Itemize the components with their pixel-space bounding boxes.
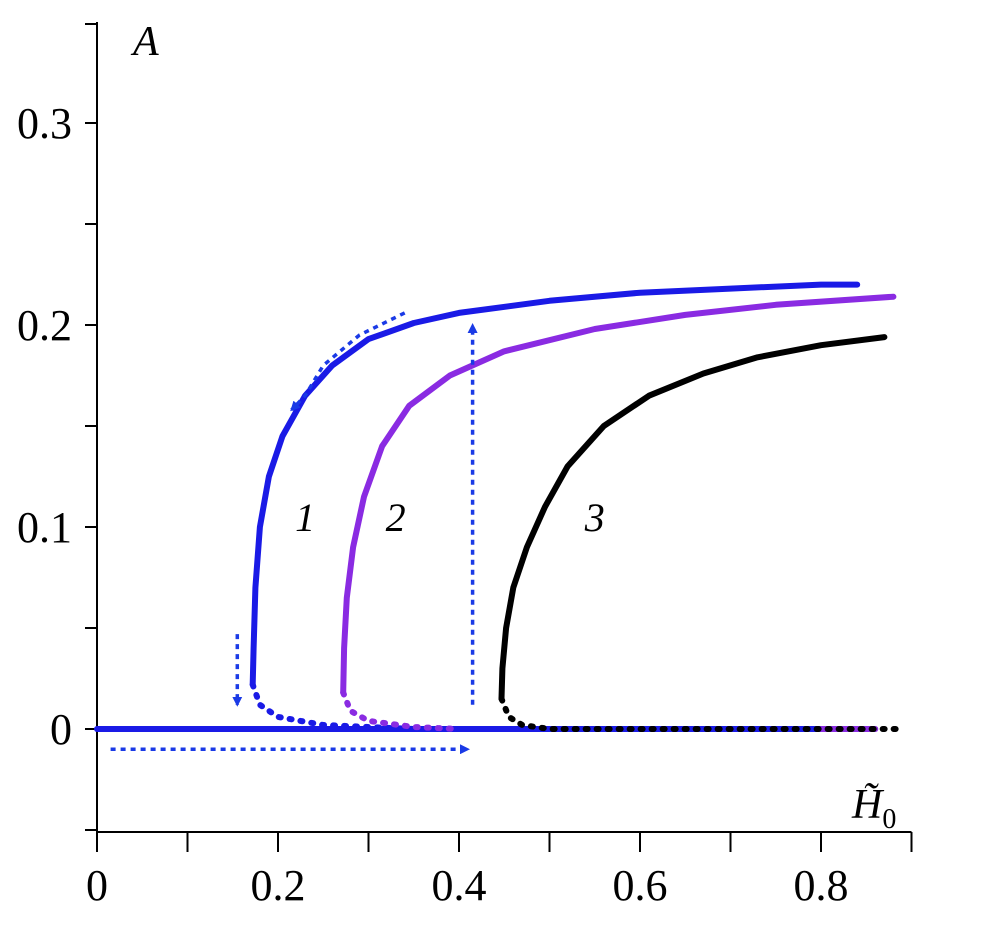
series-1-unstable-branch: [249, 681, 417, 732]
series-1-stable-branch: [249, 281, 861, 688]
curves: [94, 281, 906, 732]
series-3-label: 3: [584, 495, 605, 540]
x-tick-label: 0.4: [432, 861, 487, 910]
series-2-label: 2: [386, 495, 406, 540]
y-tick-label: 0.2: [17, 301, 72, 350]
tick-labels: 0 0.1 0.2 0.3 0 0.2 0.4 0.6 0.8: [17, 99, 849, 910]
x-tick-label: 0.6: [613, 861, 668, 910]
y-tick-label: 0: [50, 705, 72, 754]
labels: A H̃0 1 2 3: [130, 19, 896, 835]
series-3-stable-branch: [498, 334, 888, 702]
y-tick-label: 0.3: [17, 99, 72, 148]
x-tick-label: 0.2: [251, 861, 306, 910]
series-2-stable-branch: [340, 293, 897, 696]
hysteresis-arrows: [110, 311, 478, 755]
series-1-label: 1: [295, 495, 315, 540]
hysteresis-arrow-3: [290, 311, 406, 412]
y-tick-label: 0.1: [17, 503, 72, 552]
series-3-unstable-branch: [498, 695, 906, 732]
x-axis-label: H̃0: [851, 782, 896, 835]
y-axis-label: A: [130, 19, 159, 65]
axes: [85, 22, 913, 852]
series-2-unstable-branch: [340, 689, 462, 732]
x-tick-label: 0: [86, 861, 108, 910]
x-tick-label: 0.8: [794, 861, 849, 910]
